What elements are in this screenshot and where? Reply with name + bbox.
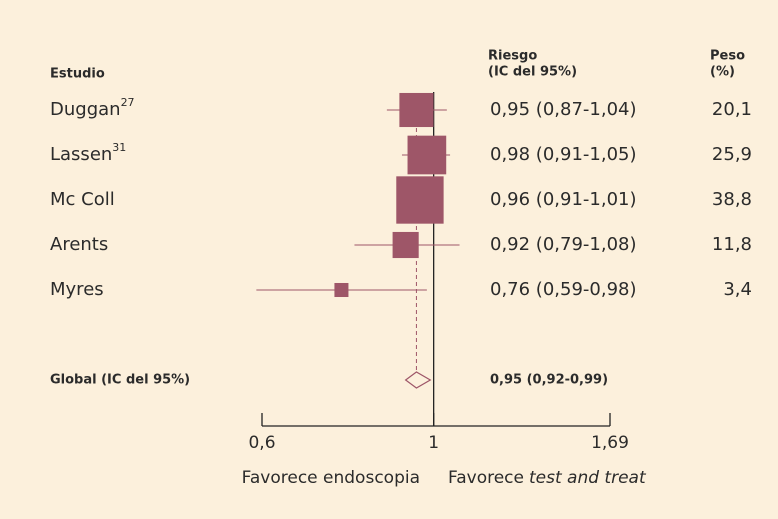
x-tick-label: 0,6 bbox=[248, 433, 275, 453]
x-label-left: Favorece endoscopia bbox=[242, 468, 420, 488]
risk-label: 0,96 (0,91-1,01) bbox=[490, 189, 637, 210]
weight-header: Peso bbox=[710, 49, 745, 64]
weight-square bbox=[334, 282, 349, 298]
study-ref: 31 bbox=[112, 141, 126, 154]
risk-label: 0,92 (0,79-1,08) bbox=[490, 234, 637, 255]
risk-label: 0,98 (0,91-1,05) bbox=[490, 144, 637, 165]
study-name: Arents bbox=[50, 234, 108, 255]
x-tick-label: 1 bbox=[428, 433, 439, 453]
risk-header: Riesgo bbox=[488, 49, 537, 64]
study-name: Lassen31 bbox=[50, 141, 126, 165]
weight-square bbox=[392, 231, 419, 259]
weight-square bbox=[396, 176, 444, 224]
study-label: Myres bbox=[50, 279, 104, 300]
risk-header: (IC del 95%) bbox=[488, 65, 577, 80]
study-label: Lassen bbox=[50, 144, 112, 165]
weight-label: 11,8 bbox=[712, 234, 752, 255]
study-name: Myres bbox=[50, 279, 104, 300]
weight-label: 38,8 bbox=[712, 189, 752, 210]
x-label-right-text: Favorece bbox=[448, 468, 524, 488]
weight-label: 20,1 bbox=[712, 99, 752, 120]
study-name: Mc Coll bbox=[50, 189, 115, 210]
weight-square bbox=[407, 135, 447, 175]
x-label-right-italic: test and treat bbox=[529, 468, 647, 488]
study-label: Duggan bbox=[50, 99, 121, 120]
weight-square bbox=[399, 92, 434, 128]
risk-label: 0,95 (0,87-1,04) bbox=[490, 99, 637, 120]
weight-label: 25,9 bbox=[712, 144, 752, 165]
study-name: Duggan27 bbox=[50, 96, 135, 120]
study-ref: 27 bbox=[121, 96, 135, 109]
study-label: Mc Coll bbox=[50, 189, 115, 210]
weight-header: (%) bbox=[710, 65, 735, 80]
risk-label: 0,76 (0,59-0,98) bbox=[490, 279, 637, 300]
overall-diamond bbox=[404, 371, 432, 389]
x-tick-label: 1,69 bbox=[591, 433, 629, 453]
study-label: Arents bbox=[50, 234, 108, 255]
overall-label: Global (IC del 95%) bbox=[50, 373, 190, 388]
overall-value: 0,95 (0,92-0,99) bbox=[490, 373, 608, 388]
column-header: Estudio bbox=[50, 67, 105, 82]
x-label-right: Favorece test and treat bbox=[448, 468, 647, 488]
weight-label: 3,4 bbox=[723, 279, 752, 300]
